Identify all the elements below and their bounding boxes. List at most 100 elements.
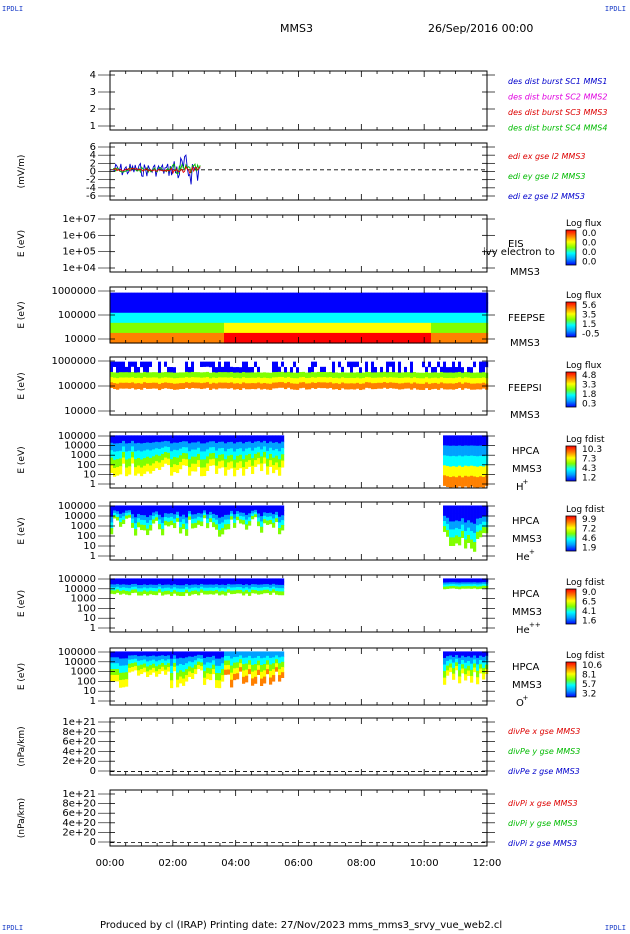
efield-series-3	[113, 165, 201, 175]
y-tick-label: 100000	[58, 431, 96, 442]
spacecraft-label: MMS3	[512, 464, 542, 475]
y-tick-label: 6e+20	[62, 737, 96, 748]
panel-frame	[109, 789, 488, 847]
y-axis-label: (mV/m)	[17, 155, 27, 189]
y-tick-label: 1000	[71, 450, 96, 461]
species-label: H	[516, 482, 524, 493]
y-tick-label: 1000000	[51, 356, 96, 367]
x-tick-label: 10:00	[410, 858, 439, 869]
colorbar-tick-label: 1.9	[582, 544, 597, 554]
panel-5	[98, 356, 577, 416]
y-tick-label: 1	[90, 479, 96, 490]
colorbar-tick-label: 0.0	[582, 248, 597, 258]
y-tick-label: 10000	[64, 511, 96, 522]
panel-8	[98, 574, 577, 633]
x-tick-label: 06:00	[284, 858, 313, 869]
colorbar	[565, 661, 577, 698]
y-tick-label: 3	[90, 87, 96, 98]
legend-entry: divPe y gse MMS3	[508, 747, 580, 756]
colorbar-tick-label: 7.2	[582, 525, 596, 535]
y-tick-label: 10	[83, 613, 96, 624]
y-tick-label: 100000	[58, 647, 96, 658]
y-tick-label: 1e+21	[62, 789, 96, 800]
species-label: He	[516, 625, 530, 636]
colorbar	[565, 229, 577, 266]
colorbar	[565, 588, 577, 625]
colorbar-tick-label: 9.0	[582, 588, 597, 598]
efield-series-2	[113, 162, 201, 175]
colorbar-tick-label: 7.3	[582, 455, 596, 465]
colorbar-tick-label: 5.7	[582, 680, 596, 690]
panel-frame	[109, 70, 488, 131]
y-tick-label: 2e+20	[62, 827, 96, 838]
corner-label-top-left: IPDLI	[2, 5, 24, 13]
spacecraft-label: MMS3	[510, 267, 540, 278]
y-tick-label: 4e+20	[62, 746, 96, 757]
y-axis-label: E (eV)	[17, 301, 27, 328]
y-tick-label: 10000	[64, 406, 96, 417]
legend-entry: divPi y gse MMS3	[508, 819, 578, 828]
panel-2	[98, 142, 495, 201]
colorbar-tick-label: 4.1	[582, 607, 596, 617]
y-tick-label: 1000000	[51, 286, 96, 297]
y-tick-label: 10000	[64, 441, 96, 452]
y-tick-label: 10000	[64, 657, 96, 668]
spacecraft-title: MMS3	[280, 22, 313, 35]
y-tick-label: 6e+20	[62, 808, 96, 819]
y-tick-label: 100000	[58, 381, 96, 392]
y-axis-label: E (eV)	[17, 446, 27, 473]
y-tick-label: 10	[83, 541, 96, 552]
colorbar-title: Log flux	[566, 291, 602, 301]
x-tick-label: 02:00	[158, 858, 187, 869]
y-tick-label: 100000	[58, 310, 96, 321]
panel-1	[98, 70, 495, 131]
spacecraft-label: MMS3	[512, 607, 542, 618]
species-charge: +	[523, 478, 529, 486]
colorbar-tick-label: 0.0	[582, 258, 597, 268]
colorbar-tick-label: 10.3	[582, 445, 602, 455]
y-tick-label: -2	[86, 175, 96, 186]
colorbar-tick-label: 4.8	[582, 371, 597, 381]
panel-3	[98, 214, 577, 273]
colorbar-title: Log flux	[566, 219, 602, 229]
panel-7	[98, 501, 577, 561]
y-tick-label: 0	[90, 167, 96, 178]
colorbar-tick-label: 1.8	[582, 390, 597, 400]
legend-entry: divPe x gse MMS3	[508, 727, 580, 736]
y-axis-label: (nPa/km)	[17, 798, 27, 838]
y-axis-label: (nPa/km)	[17, 726, 27, 766]
legend-entry: divPi x gse MMS3	[508, 799, 578, 808]
instrument-label: HPCA	[512, 662, 540, 673]
y-axis-label: E (eV)	[17, 230, 27, 257]
species-charge: ++	[529, 621, 541, 629]
colorbar-tick-label: 3.3	[582, 381, 596, 391]
y-tick-label: 1	[90, 551, 96, 562]
y-axis-label: E (eV)	[17, 663, 27, 690]
colorbar-tick-label: 4.6	[582, 534, 597, 544]
y-tick-label: 2	[90, 158, 96, 169]
panel-6	[98, 431, 577, 489]
x-tick-label: 04:00	[221, 858, 250, 869]
legend-entry: divPe z gse MMS3	[508, 767, 580, 776]
efield-series-1	[112, 154, 201, 185]
instrument-label: HPCA	[512, 516, 540, 527]
colorbar-tick-label: 1.6	[582, 617, 597, 627]
colorbar-tick-label: 1.5	[582, 320, 596, 330]
colorbar-title: Log fdist	[566, 651, 605, 661]
panel-frame	[109, 214, 488, 273]
y-tick-label: 1e+21	[62, 717, 96, 728]
corner-label-top-right: IPDLI	[604, 5, 626, 13]
y-tick-label: 10	[83, 686, 96, 697]
instrument-label: EIS	[508, 239, 524, 250]
species-charge: +	[523, 694, 529, 702]
colorbar-tick-label: 3.5	[582, 311, 596, 321]
legend-entry: divPi z gse MMS3	[508, 839, 577, 848]
y-axis-label: E (eV)	[17, 372, 27, 399]
y-tick-label: 0	[90, 766, 96, 777]
spacecraft-label: MMS3	[512, 534, 542, 545]
colorbar-title: Log fdist	[566, 505, 605, 515]
corner-label-bottom-left: IPDLI	[2, 924, 24, 932]
species-charge: +	[529, 548, 535, 556]
panel-11	[98, 789, 495, 847]
y-tick-label: 100	[77, 531, 96, 542]
